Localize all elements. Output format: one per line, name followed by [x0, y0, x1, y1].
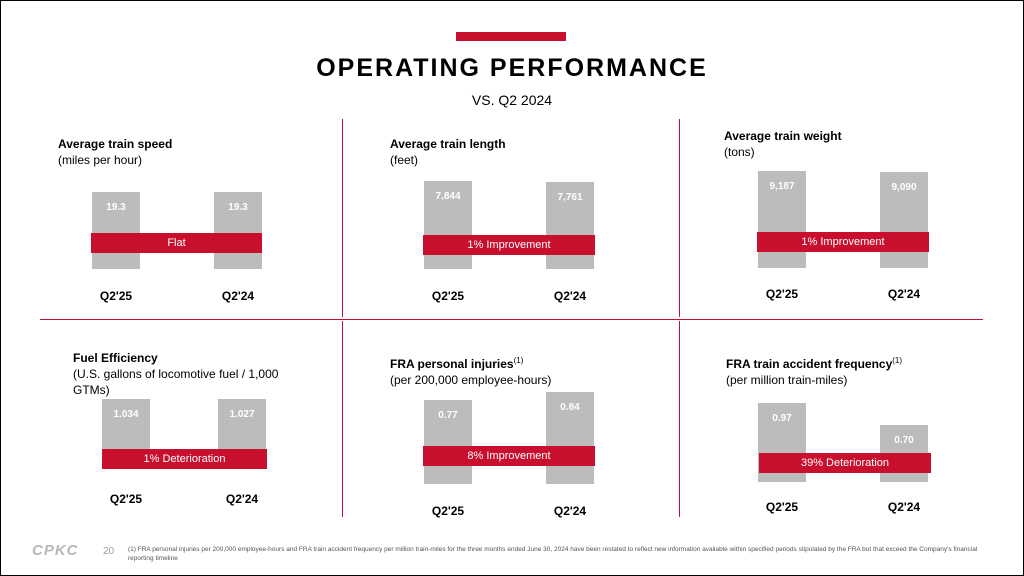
value-label-q2-24: 9,090 [891, 182, 917, 194]
chart-title-text: FRA train accident frequency [726, 357, 893, 371]
bar-q2-25 [92, 192, 140, 269]
chart-unit: (per 200,000 employee-hours) [390, 373, 552, 387]
x-label-q2-24: Q2'24 [225, 492, 259, 506]
chart-title-text: Fuel Efficiency [73, 351, 158, 365]
chart-unit: (tons) [724, 145, 755, 159]
x-label-q2-24: Q2'24 [887, 500, 921, 514]
chart-unit: (feet) [390, 153, 419, 167]
divider-vertical-4 [679, 321, 680, 517]
chart-title: Average train length (feet) [390, 136, 506, 168]
x-label-q2-24: Q2'24 [221, 289, 255, 303]
company-logo: CPKC [32, 542, 79, 559]
chart-title: FRA personal injuries(1) (per 200,000 em… [390, 353, 551, 388]
chart-fra-train-accident-frequency: FRA train accident frequency(1) (per mil… [0, 0, 931, 514]
x-label-q2-25: Q2'25 [109, 492, 143, 506]
chart-title: Fuel Efficiency (U.S. gallons of locomot… [73, 350, 278, 398]
chart-unit: (U.S. gallons of locomotive fuel / 1,000 [73, 367, 279, 381]
chart-average-train-speed: Average train speed (miles per hour) 19.… [0, 0, 300, 303]
chart-title-text: FRA personal injuries [390, 357, 514, 371]
page-title: OPERATING PERFORMANCE [316, 54, 708, 82]
footnote-ref: (1) [892, 356, 903, 365]
value-label-q2-24: 7,761 [557, 191, 583, 203]
chart-fra-personal-injuries: FRA personal injuries(1) (per 200,000 em… [0, 0, 595, 518]
chart-unit: (miles per hour) [58, 153, 143, 167]
page-subtitle: VS. Q2 2024 [471, 92, 553, 108]
value-label-q2-25: 1.034 [113, 409, 139, 420]
divider-vertical-1 [342, 119, 343, 317]
value-label-q2-24: 19.3 [228, 202, 248, 213]
page-number: 20 [103, 546, 115, 557]
value-label-q2-24: 1.027 [229, 409, 255, 421]
value-label-q2-25: 19.3 [106, 202, 126, 213]
value-label-q2-24: 0.84 [560, 402, 580, 413]
chart-title: Average train weight (tons) [724, 128, 842, 160]
chart-title: FRA train accident frequency(1) (per mil… [726, 353, 902, 388]
title-accent-bar [456, 32, 566, 41]
x-label-q2-25: Q2'25 [99, 289, 133, 303]
x-label-q2-25: Q2'25 [431, 504, 465, 518]
chart-title-text: Average train weight [724, 129, 842, 143]
change-band: 1% Improvement [757, 232, 929, 252]
x-label-q2-25: Q2'25 [765, 287, 799, 301]
value-label-q2-25: 0.77 [438, 409, 458, 421]
x-label-q2-25: Q2'25 [765, 500, 799, 514]
chart-fuel-efficiency: Fuel Efficiency (U.S. gallons of locomot… [0, 0, 300, 506]
bar-q2-24 [546, 392, 594, 484]
change-band: 39% Deterioration [759, 453, 931, 473]
footnote: (1) FRA personal injuries per 200,000 em… [128, 546, 978, 562]
value-label-q2-24: 0.70 [894, 434, 914, 446]
x-label-q2-24: Q2'24 [887, 287, 921, 301]
divider-vertical-3 [342, 321, 343, 517]
bar-q2-24 [214, 192, 262, 269]
bar-q2-25 [424, 399, 472, 484]
x-label-q2-24: Q2'24 [553, 504, 587, 518]
change-band: 8% Improvement [423, 446, 595, 466]
chart-average-train-length: Average train length (feet) 7,844 7,761 … [0, 0, 595, 303]
value-label-q2-25: 0.97 [772, 413, 792, 424]
chart-unit: (per million train-miles) [726, 373, 848, 387]
chart-unit-line-2: GTMs) [73, 383, 110, 397]
x-label-q2-24: Q2'24 [553, 289, 587, 303]
chart-title-text: Average train length [390, 137, 506, 151]
change-band: Flat [91, 233, 262, 253]
divider-horizontal [40, 319, 983, 320]
footnote-ref: (1) [513, 356, 524, 365]
change-band: 1% Deterioration [102, 449, 267, 469]
chart-title: Average train speed (miles per hour) [58, 136, 172, 168]
chart-title-text: Average train speed [58, 137, 173, 151]
change-band: 1% Improvement [423, 235, 595, 255]
divider-vertical-2 [679, 119, 680, 317]
x-label-q2-25: Q2'25 [431, 289, 465, 303]
chart-average-train-weight: Average train weight (tons) 9,187 9,090 … [0, 0, 929, 301]
value-label-q2-25: 7,844 [435, 191, 461, 202]
value-label-q2-25: 9,187 [769, 181, 795, 192]
